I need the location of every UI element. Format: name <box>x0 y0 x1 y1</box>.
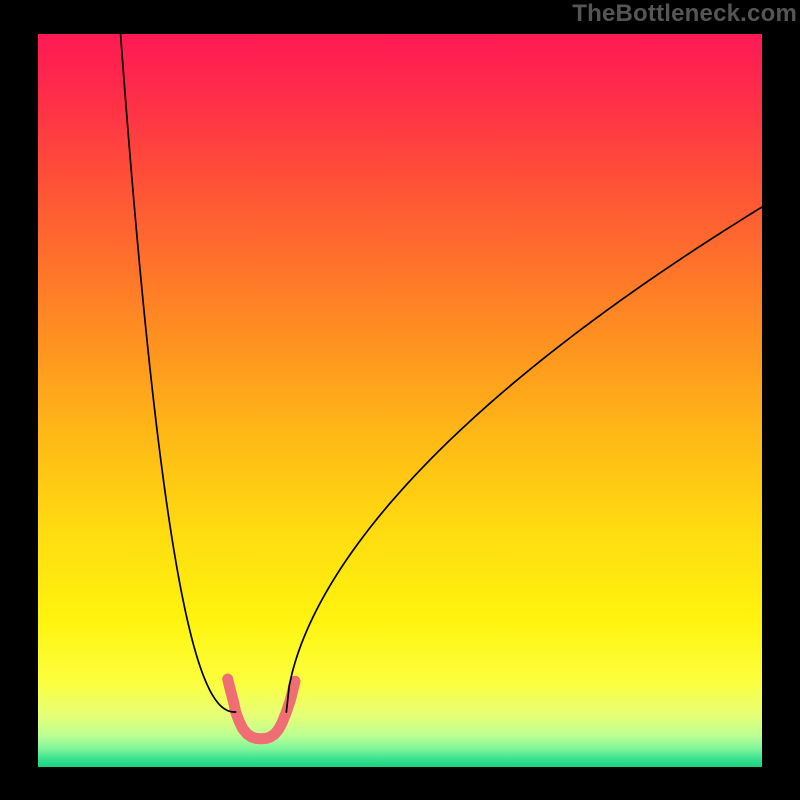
chart-svg <box>0 0 800 800</box>
stage: TheBottleneck.com <box>0 0 800 800</box>
watermark-text: TheBottleneck.com <box>572 0 797 28</box>
plot-background <box>38 34 762 767</box>
